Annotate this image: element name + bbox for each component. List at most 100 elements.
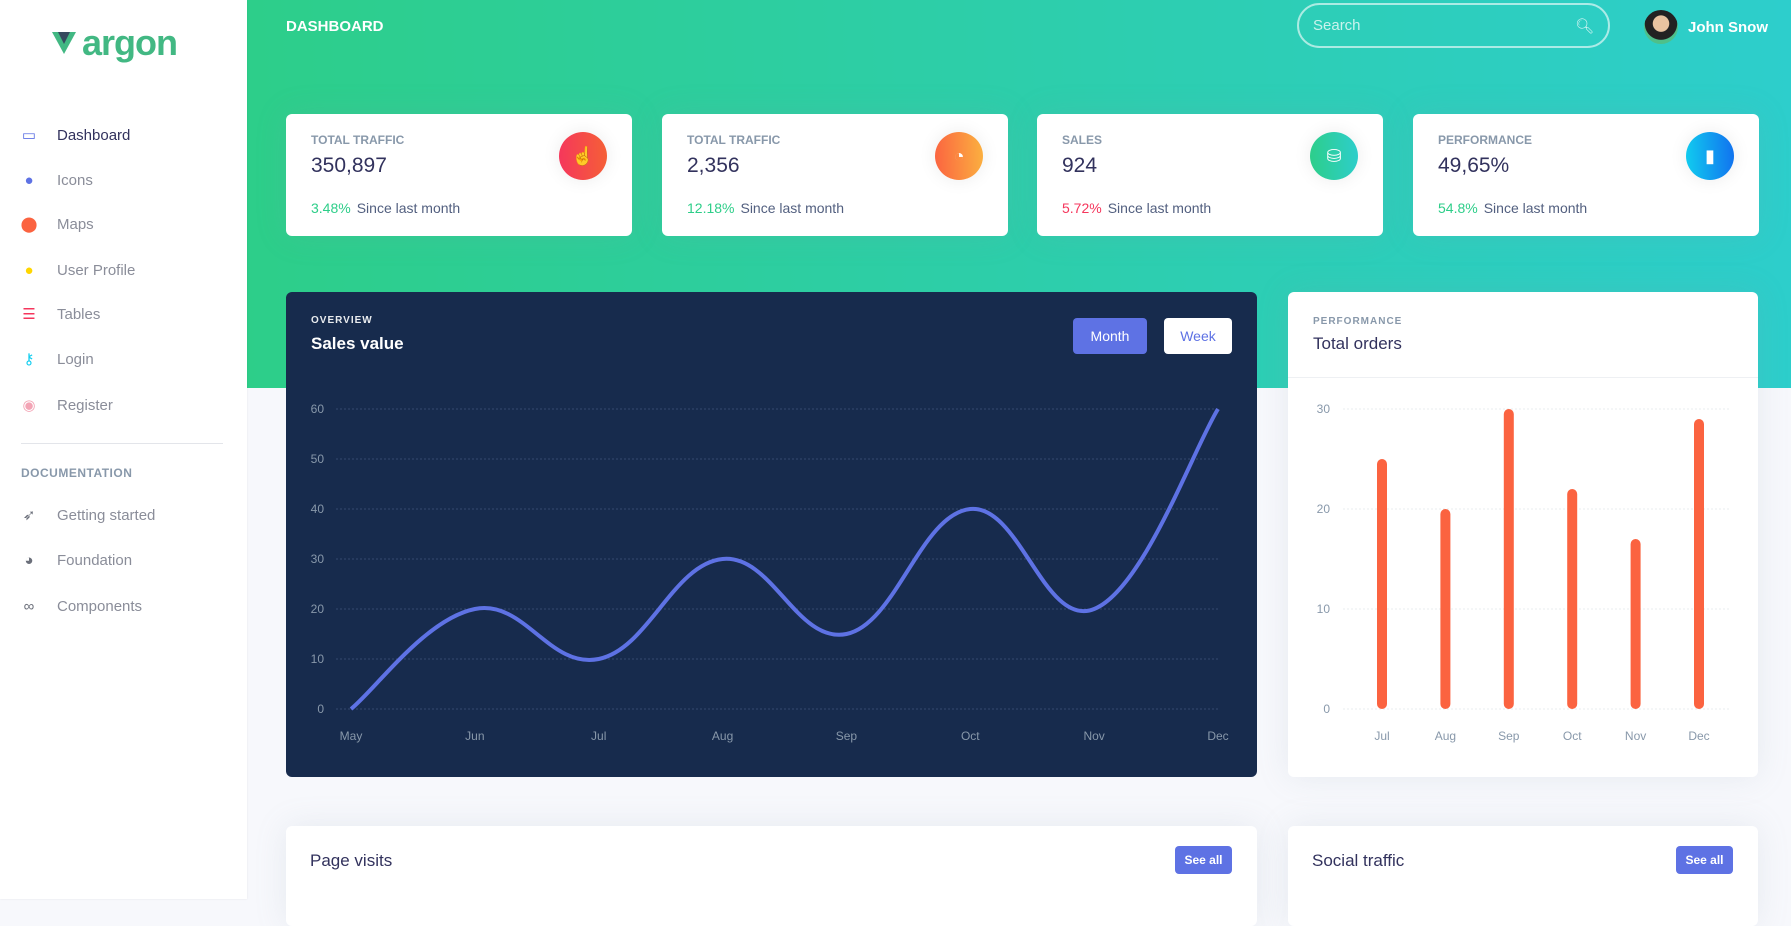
money-coins-icon: ⛁ — [1310, 132, 1358, 180]
sidebar-item-components[interactable]: ∞ Components — [20, 597, 142, 615]
pie-chart-icon: ◔ — [935, 132, 983, 180]
y-tick-label: 10 — [311, 652, 325, 666]
sidebar: argon ▭ Dashboard ● Icons ⬤ Maps ● User Profile… — [0, 0, 247, 899]
brand-name: argon — [82, 22, 178, 63]
documentation-heading: DOCUMENTATION — [21, 466, 133, 480]
sidebar-item-label: Maps — [57, 215, 94, 233]
card-divider — [1288, 377, 1758, 378]
y-tick-label: 50 — [311, 452, 325, 466]
stat-footer: 12.18% Since last month — [687, 200, 844, 216]
stat-footer: 3.48% Since last month — [311, 200, 460, 216]
sidebar-item-label: Dashboard — [57, 126, 131, 144]
x-tick-label: Sep — [1498, 729, 1520, 743]
social-traffic-see-all-button[interactable]: See all — [1676, 846, 1733, 874]
sidebar-item-user-profile[interactable]: ● User Profile — [20, 261, 135, 279]
y-tick-label: 20 — [1317, 502, 1331, 516]
user-menu[interactable]: John Snow — [1644, 10, 1768, 44]
performance-label: PERFORMANCE — [1313, 316, 1403, 327]
palette-icon: ◕ — [24, 551, 34, 569]
stat-change: 5.72% — [1062, 200, 1102, 216]
sales-line — [349, 407, 1220, 711]
page-visits-card: Page visits See all — [286, 826, 1257, 926]
sidebar-item-label: User Profile — [57, 261, 136, 279]
orders-bar-chart: 0 10 20 30 Jul Aug Sep Oct Nov Dec — [1317, 402, 1731, 743]
sidebar-item-getting-started[interactable]: ➶ Getting started — [20, 506, 156, 525]
x-tick-label: Oct — [1563, 729, 1582, 743]
stat-footer-text: Since last month — [740, 200, 844, 216]
search-icon[interactable]: 🔍︎ — [1574, 17, 1594, 35]
x-tick-label: Nov — [1083, 729, 1104, 743]
stat-title: TOTAL TRAFFIC — [687, 133, 781, 147]
stat-card: TOTAL TRAFFIC 2,356 12.18% Since last mon… — [662, 114, 1008, 236]
sidebar-item-foundation[interactable]: ◕ Foundation — [20, 551, 132, 569]
bar-chart-icon: ▮ — [1686, 132, 1734, 180]
sidebar-item-label: Tables — [57, 305, 101, 323]
y-tick-label: 60 — [311, 402, 325, 416]
sidebar-divider — [21, 443, 223, 444]
x-tick-label: Sep — [836, 729, 858, 743]
search-field[interactable]: 🔍︎ — [1297, 3, 1610, 48]
y-tick-label: 0 — [1323, 702, 1330, 716]
sales-value-card: OVERVIEW Sales value Month Week 0 10 20 30 4… — [286, 292, 1257, 777]
stat-value: 350,897 — [311, 154, 387, 177]
sidebar-item-dashboard[interactable]: ▭ Dashboard — [20, 126, 131, 145]
y-tick-label: 30 — [1317, 402, 1331, 416]
stat-card: TOTAL TRAFFIC 350,897 3.48% Since last mo… — [286, 114, 632, 236]
user-icon: ● — [24, 261, 34, 279]
total-orders-card: PERFORMANCE Total orders 0 10 20 30 Jul Aug Se… — [1288, 292, 1758, 777]
month-button[interactable]: Month — [1073, 318, 1147, 354]
stat-change: 12.18% — [687, 200, 735, 216]
orders-title: Total orders — [1313, 334, 1402, 353]
page-visits-title: Page visits — [310, 851, 393, 870]
key-icon: ⚷ — [23, 351, 35, 368]
social-traffic-card: Social traffic See all — [1288, 826, 1758, 926]
stat-change: 54.8% — [1438, 200, 1478, 216]
stat-footer-text: Since last month — [356, 200, 461, 216]
sidebar-item-label: Foundation — [57, 551, 133, 569]
brand-logo[interactable]: argon — [52, 22, 178, 64]
stat-footer-text: Since last month — [1483, 200, 1588, 216]
sidebar-item-tables[interactable]: ☰ Tables — [20, 305, 101, 324]
vue-logo-icon — [52, 32, 76, 54]
social-traffic-title: Social traffic — [1312, 851, 1405, 870]
sidebar-item-label: Components — [57, 597, 143, 615]
sidebar-item-label: Getting started — [57, 506, 156, 524]
x-tick-label: Nov — [1625, 729, 1646, 743]
y-tick-label: 40 — [311, 502, 325, 516]
pin-icon: ⬤ — [20, 216, 38, 233]
stat-footer: 54.8% Since last month — [1438, 200, 1587, 216]
stat-footer-text: Since last month — [1107, 200, 1212, 216]
x-tick-label: Oct — [961, 729, 980, 743]
week-button[interactable]: Week — [1164, 318, 1232, 354]
breadcrumb[interactable]: DASHBOARD — [286, 18, 384, 35]
sidebar-item-label: Icons — [57, 171, 93, 189]
x-tick-label: Aug — [1435, 729, 1456, 743]
y-tick-label: 30 — [311, 552, 325, 566]
stat-title: SALES — [1062, 133, 1103, 147]
stat-card: PERFORMANCE 49,65% 54.8% Since last month… — [1413, 114, 1759, 236]
x-tick-label: Dec — [1688, 729, 1709, 743]
search-input[interactable] — [1313, 17, 1553, 34]
overview-label: OVERVIEW — [311, 315, 373, 326]
sidebar-item-maps[interactable]: ⬤ Maps — [20, 215, 94, 234]
sidebar-item-icons[interactable]: ● Icons — [20, 171, 93, 189]
sales-title: Sales value — [311, 334, 404, 353]
stat-value: 2,356 — [687, 154, 740, 177]
rocket-icon: ➶ — [22, 507, 36, 524]
avatar[interactable] — [1644, 10, 1678, 44]
sidebar-item-register[interactable]: ◉ Register — [20, 396, 112, 415]
sales-line-chart: 0 10 20 30 40 50 60 May Jun Jul Aug Sep Oct Nov Dec — [311, 402, 1229, 743]
x-tick-label: Jul — [591, 729, 606, 743]
user-name[interactable]: John Snow — [1688, 18, 1768, 36]
y-tick-label: 20 — [311, 602, 325, 616]
page-visits-see-all-button[interactable]: See all — [1175, 846, 1232, 874]
sidebar-item-login[interactable]: ⚷ Login — [20, 350, 94, 369]
x-tick-label: Dec — [1207, 729, 1228, 743]
stat-title: TOTAL TRAFFIC — [311, 133, 405, 147]
stat-change: 3.48% — [311, 200, 351, 216]
components-icon: ∞ — [23, 597, 35, 615]
planet-icon: ● — [24, 171, 34, 189]
stat-title: PERFORMANCE — [1438, 133, 1533, 147]
stat-footer: 5.72% Since last month — [1062, 200, 1211, 216]
sidebar-item-label: Login — [57, 350, 94, 368]
